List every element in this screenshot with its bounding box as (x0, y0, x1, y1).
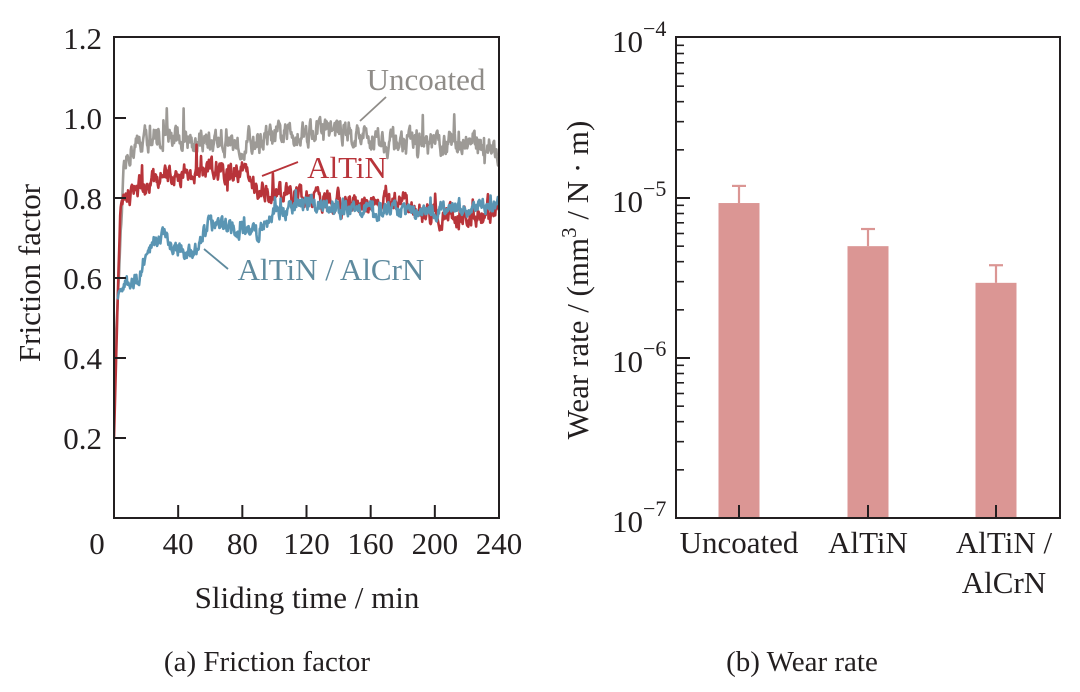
friction-series-altin-alcrn (116, 188, 499, 301)
y-tick-label: 0.6 (63, 261, 102, 296)
caption-a: (a) Friction factor (164, 646, 370, 678)
friction-x-axis-title: Sliding time / min (195, 580, 420, 615)
wear-bars-group (718, 184, 1017, 518)
y-tick-label: 10−5 (612, 176, 666, 219)
y-tick-label: 10−7 (612, 496, 666, 539)
annotation-leader-line (359, 96, 387, 122)
y-tick-label: 0.4 (63, 341, 102, 376)
friction-series-uncoated (115, 107, 499, 379)
friction-y-axis-title: Friction factor (12, 183, 47, 362)
category-label: AlTiN / (956, 525, 1053, 560)
bar-altin (847, 246, 889, 518)
caption-b: (b) Wear rate (726, 646, 878, 678)
x-tick-label: 200 (412, 526, 459, 561)
bar-uncoated (718, 203, 760, 518)
x-tick-label: 0 (89, 526, 105, 561)
x-tick-label: 160 (347, 526, 394, 561)
y-tick-label: 0.8 (63, 181, 102, 216)
wear-y-title-prefix: Wear rate / (mm (560, 238, 595, 440)
wear-y-title-superscript: 3 (557, 227, 581, 238)
wear-y-axis-title: Wear rate / (mm3 / N · m) (557, 121, 595, 440)
category-label: AlTiN (828, 525, 908, 560)
friction-series-group (115, 107, 499, 439)
wear-rate-chart: 10−7 10−6 10−5 10−4 Uncoated AlTiN AlTiN / AlC… (557, 16, 1061, 678)
category-label: AlCrN (962, 565, 1046, 600)
y-tick-label: 1.0 (63, 101, 102, 136)
x-tick-label: 80 (227, 526, 258, 561)
series-label-uncoated: Uncoated (367, 62, 486, 97)
x-tick-label: 240 (476, 526, 523, 561)
y-tick-label: 10−4 (612, 16, 666, 59)
friction-axes-ticks: 0.2 0.4 0.6 0.8 1.0 1.2 0 40 80 120 160 200 240 (63, 21, 522, 561)
x-tick-label: 40 (163, 526, 194, 561)
series-label-altin-alcrn: AlTiN / AlCrN (238, 252, 425, 287)
category-label: Uncoated (680, 525, 799, 560)
y-tick-label: 0.2 (63, 421, 102, 456)
y-tick-label: 10−6 (612, 336, 666, 379)
annotation-leader-line (261, 161, 299, 177)
wear-y-title-suffix: / N · m) (560, 121, 595, 228)
bar-altin-alcrn (975, 282, 1017, 518)
wear-axes-ticks: 10−7 10−6 10−5 10−4 (612, 16, 997, 539)
y-tick-label: 1.2 (63, 21, 102, 56)
series-label-altin: AlTiN (307, 150, 387, 185)
friction-chart: 0.2 0.4 0.6 0.8 1.0 1.2 0 40 80 120 160 200 240 Unco… (12, 21, 522, 678)
x-tick-label: 120 (283, 526, 330, 561)
friction-annotations: Uncoated AlTiN AlTiN / AlCrN (203, 62, 486, 287)
annotation-leader-line (203, 248, 229, 270)
wear-category-labels: Uncoated AlTiN AlTiN / AlCrN (680, 525, 1053, 600)
friction-series-altin (115, 143, 499, 439)
